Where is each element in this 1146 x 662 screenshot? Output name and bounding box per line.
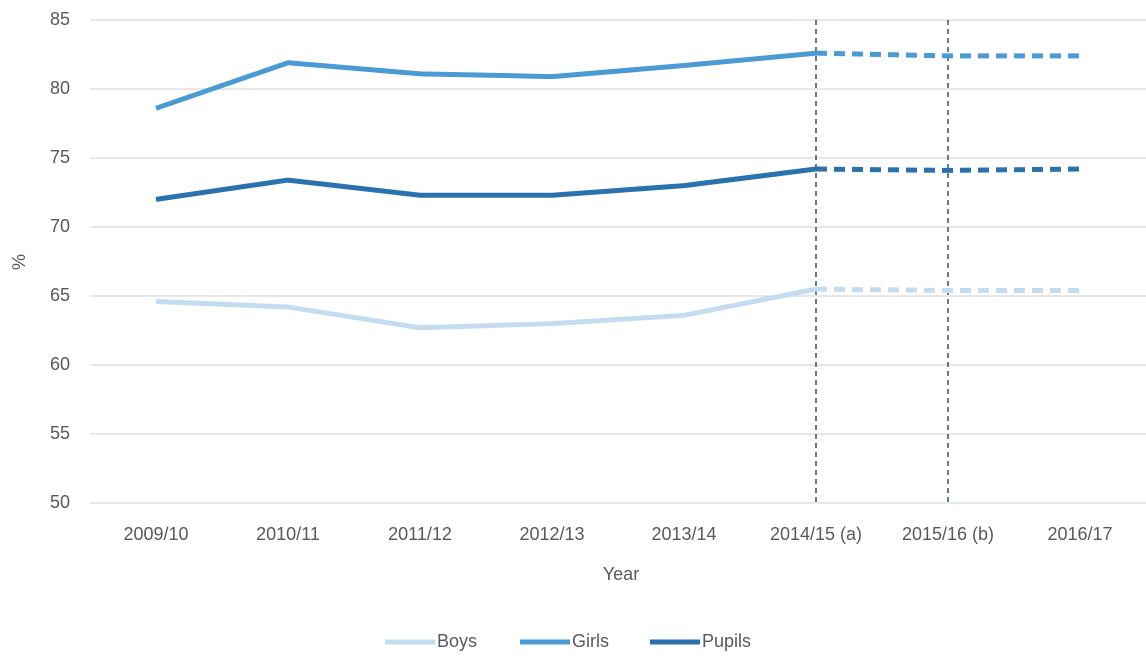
x-tick-label: 2011/12 — [388, 524, 452, 544]
y-tick-label: 70 — [50, 216, 70, 236]
series-line — [155, 286, 817, 331]
y-tick-label: 80 — [50, 78, 70, 98]
x-tick-label: 2012/13 — [519, 524, 584, 544]
y-axis-title: % — [9, 254, 29, 270]
series-line — [155, 50, 817, 111]
x-tick-label: 2010/11 — [256, 524, 320, 544]
y-tick-label: 50 — [50, 492, 70, 512]
x-tick-label: 2009/10 — [123, 524, 188, 544]
x-tick-label: 2013/14 — [651, 524, 716, 544]
series-line — [155, 166, 817, 202]
y-tick-label: 75 — [50, 147, 70, 167]
series-line-dashed — [815, 286, 1080, 293]
legend-label: Boys — [437, 631, 477, 651]
x-tick-label: 2014/15 (a) — [770, 524, 862, 544]
x-axis-title: Year — [603, 564, 639, 584]
y-tick-label: 60 — [50, 354, 70, 374]
legend-label: Pupils — [702, 631, 751, 651]
y-tick-label: 65 — [50, 285, 70, 305]
legend-label: Girls — [572, 631, 609, 651]
y-tick-label: 85 — [50, 9, 70, 29]
series-line-dashed — [815, 50, 1080, 59]
x-tick-label: 2016/17 — [1047, 524, 1112, 544]
series-line-dashed — [815, 166, 1081, 173]
y-tick-label: 55 — [50, 423, 70, 443]
x-tick-label: 2015/16 (b) — [902, 524, 994, 544]
